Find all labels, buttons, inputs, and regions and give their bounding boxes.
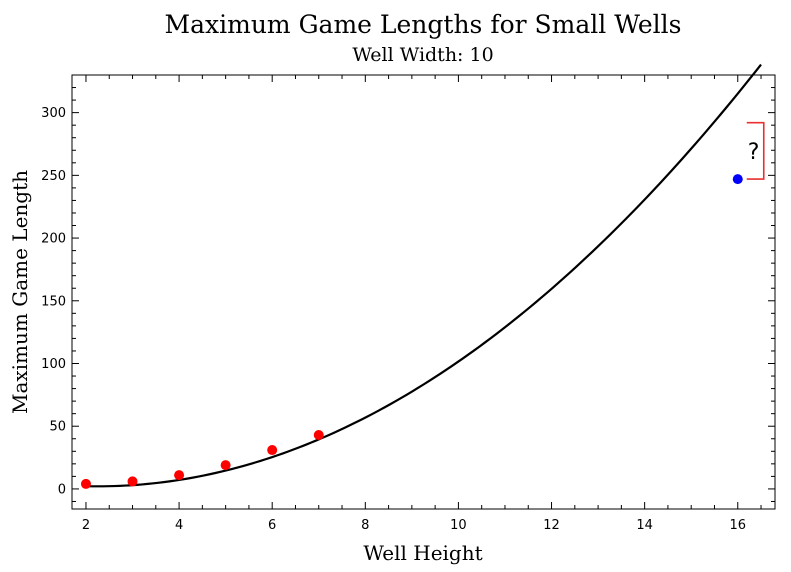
- known-point: [313, 429, 324, 440]
- x-tick-label: 6: [268, 518, 276, 533]
- x-axis-label: Well Height: [363, 541, 482, 565]
- chart-subtitle: Well Width: 10: [352, 44, 493, 66]
- known-point: [80, 478, 91, 489]
- gap-question-mark: ?: [748, 140, 760, 165]
- x-tick-label: 8: [361, 518, 369, 533]
- fit-curve: [85, 63, 762, 488]
- x-tick-label: 2: [82, 518, 90, 533]
- gap-bracket: [746, 121, 765, 180]
- known-point: [174, 470, 185, 481]
- x-tick-label: 16: [729, 518, 746, 533]
- y-tick-label: 250: [41, 169, 66, 184]
- x-tick-label: 10: [450, 518, 467, 533]
- y-tick-label: 0: [58, 482, 66, 497]
- estimate-point: [732, 174, 743, 185]
- y-tick-label: 300: [41, 106, 66, 121]
- y-tick-label: 200: [41, 232, 66, 247]
- y-tick-label: 100: [41, 357, 66, 372]
- known-point: [267, 445, 278, 456]
- chart-title: Maximum Game Lengths for Small Wells: [165, 10, 682, 39]
- y-tick-label: 50: [49, 420, 66, 435]
- known-point: [220, 460, 231, 471]
- known-point: [127, 476, 138, 487]
- plot-frame: [71, 74, 776, 510]
- x-tick-label: 14: [636, 518, 653, 533]
- x-tick-label: 12: [543, 518, 560, 533]
- y-axis-label: Maximum Game Length: [8, 170, 32, 414]
- y-tick-label: 150: [41, 294, 66, 309]
- x-tick-label: 4: [175, 518, 183, 533]
